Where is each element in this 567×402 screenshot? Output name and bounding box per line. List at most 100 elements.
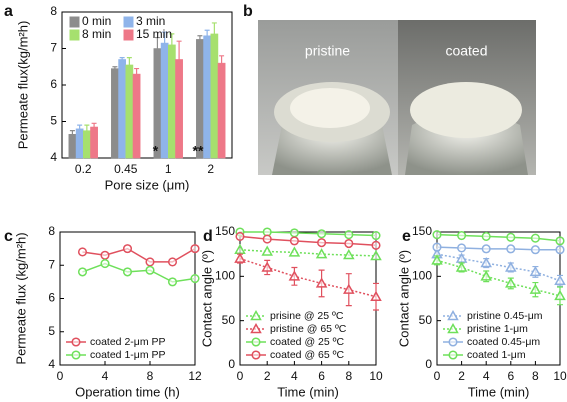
x-tick-label: 12 [188, 369, 202, 383]
marker [261, 261, 273, 272]
marker [529, 265, 542, 277]
series-line [436, 253, 561, 282]
marker [190, 244, 200, 254]
legend-marker [251, 350, 261, 360]
x-axis-label: Pore size (μm) [105, 177, 190, 192]
legend-swatch [69, 16, 80, 28]
marker [371, 230, 381, 241]
marker [234, 243, 246, 254]
marker [371, 240, 381, 250]
marker [145, 257, 155, 267]
x-tick-label: 4 [102, 369, 109, 383]
error-bar [84, 124, 90, 137]
panel-letter: a [4, 3, 13, 20]
error-bar [154, 36, 160, 61]
series-line [436, 233, 561, 242]
y-tick-label: 100 [215, 269, 235, 283]
x-axis-label: Time (min) [468, 384, 530, 399]
x-tick-label: 4 [483, 369, 490, 383]
error-bar [91, 122, 97, 132]
marker [77, 247, 88, 257]
marker [315, 277, 328, 288]
marker [480, 270, 492, 281]
marker [235, 231, 245, 241]
marker [554, 289, 566, 301]
photo [258, 20, 536, 175]
legend-label: pristine 0.45-μm [467, 310, 543, 322]
error-bar [197, 35, 203, 44]
annotation: ** [193, 143, 204, 159]
marker [262, 234, 272, 244]
error-bar [211, 22, 217, 46]
y-tick-label: 6 [48, 291, 55, 305]
panel-letter: d [203, 228, 213, 245]
marker [190, 274, 200, 284]
x-tick-label: 8 [345, 369, 352, 383]
series-line [436, 246, 560, 251]
y-axis-label: Contact angle (º) [396, 250, 411, 347]
bar [118, 59, 127, 159]
marker [457, 230, 467, 241]
y-tick-label: 100 [412, 269, 432, 283]
marker [343, 249, 355, 260]
error-bar [112, 66, 118, 71]
marker [167, 257, 178, 267]
legend-label: 15 min [136, 27, 172, 41]
marker [261, 245, 273, 256]
error-bar [169, 33, 175, 57]
marker [343, 283, 355, 294]
marker [506, 244, 516, 254]
marker [122, 244, 133, 254]
marker [481, 244, 491, 254]
legend-label: coated 1-μm [467, 349, 526, 361]
marker [530, 245, 540, 255]
marker [317, 238, 327, 248]
marker [122, 267, 133, 277]
x-tick-label: 8 [532, 369, 539, 383]
annotation: * [153, 143, 159, 159]
photo-label: coated [445, 43, 487, 59]
series-line [240, 231, 377, 237]
bar [153, 48, 162, 159]
legend-label: coated @ 65 ºC [270, 349, 344, 361]
x-tick-label: 2 [264, 369, 271, 383]
marker [77, 267, 88, 277]
marker [288, 246, 301, 257]
legend-marker [250, 309, 262, 321]
bar [160, 42, 169, 159]
legend-marker [448, 337, 458, 347]
marker [167, 277, 178, 287]
x-tick-label: 2 [458, 369, 465, 383]
y-axis-label: Permeate flux (kg/m²h) [13, 232, 28, 364]
legend-label: pristine @ 65 ºC [270, 323, 347, 335]
y-tick-label: 5 [48, 324, 55, 338]
bar [217, 62, 226, 159]
y-tick-label: 7 [48, 257, 55, 271]
error-bar [69, 130, 75, 139]
x-tick-label: 8 [147, 369, 154, 383]
x-tick-label: 0.45 [114, 162, 138, 176]
y-tick-label: 4 [50, 150, 57, 164]
bar [111, 68, 119, 159]
error-bar [176, 40, 182, 79]
legend-label: 8 min [82, 27, 111, 41]
bar [132, 73, 141, 159]
legend-marker [250, 322, 262, 334]
legend-marker [71, 350, 81, 360]
marker [370, 290, 382, 301]
x-tick-label: 6 [318, 369, 325, 383]
y-tick-label: 7 [50, 41, 57, 55]
marker [145, 265, 155, 275]
legend-swatch [123, 29, 134, 41]
marker [505, 277, 517, 288]
marker [505, 261, 517, 272]
series-line [82, 247, 196, 263]
x-axis-label: Time (min) [277, 384, 339, 399]
legend-label: pristine 1-μm [467, 323, 528, 335]
marker [315, 248, 328, 259]
x-axis-label: Operation time (h) [75, 384, 180, 399]
series-line [239, 248, 377, 257]
x-tick-label: 4 [291, 369, 298, 383]
error-bar [77, 124, 83, 134]
photo-label: pristine [305, 43, 350, 59]
